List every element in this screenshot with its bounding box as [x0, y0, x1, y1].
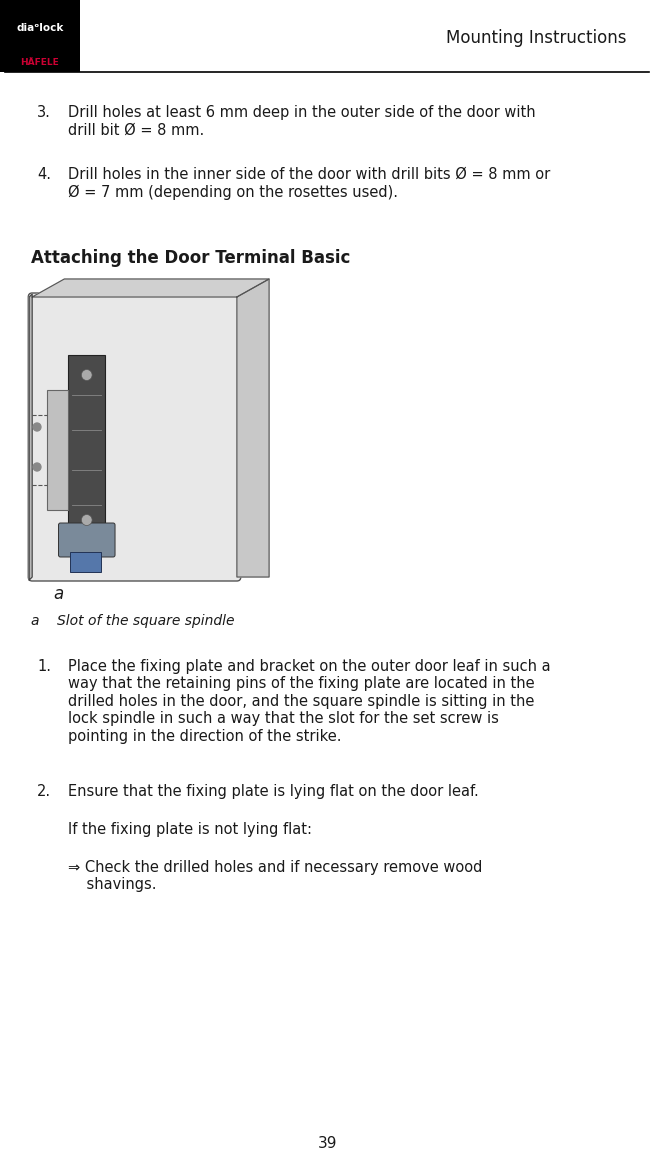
- Bar: [47, 390, 68, 511]
- Bar: [68, 355, 105, 540]
- FancyBboxPatch shape: [28, 293, 241, 582]
- Text: Mounting Instructions: Mounting Instructions: [446, 29, 627, 47]
- Circle shape: [81, 514, 92, 526]
- Circle shape: [81, 370, 92, 380]
- Circle shape: [33, 463, 41, 471]
- Text: HÄFELE: HÄFELE: [21, 57, 59, 66]
- Text: a: a: [54, 585, 64, 602]
- Circle shape: [33, 423, 41, 431]
- Text: ⇒ Check the drilled holes and if necessary remove wood
    shavings.: ⇒ Check the drilled holes and if necessa…: [68, 859, 482, 892]
- Text: If the fixing plate is not lying flat:: If the fixing plate is not lying flat:: [68, 822, 312, 837]
- Text: Drill holes in the inner side of the door with drill bits Ø = 8 mm or
Ø = 7 mm (: Drill holes in the inner side of the doo…: [68, 167, 550, 200]
- Bar: [0, 0, 80, 72]
- Text: Attaching the Door Terminal Basic: Attaching the Door Terminal Basic: [31, 249, 350, 267]
- Text: a    Slot of the square spindle: a Slot of the square spindle: [31, 614, 235, 628]
- Text: 39: 39: [317, 1135, 337, 1150]
- Polygon shape: [30, 294, 32, 580]
- Text: Place the fixing plate and bracket on the outer door leaf in such a
way that the: Place the fixing plate and bracket on th…: [68, 659, 551, 743]
- Text: 2.: 2.: [37, 784, 51, 799]
- Polygon shape: [32, 279, 269, 297]
- Bar: [70, 552, 101, 572]
- Polygon shape: [237, 279, 269, 577]
- Text: 1.: 1.: [37, 659, 51, 675]
- Text: diaᵒlock: diaᵒlock: [16, 23, 64, 33]
- Text: 3.: 3.: [37, 105, 51, 120]
- Text: 4.: 4.: [37, 167, 51, 181]
- Text: Ensure that the fixing plate is lying flat on the door leaf.: Ensure that the fixing plate is lying fl…: [68, 784, 479, 799]
- FancyBboxPatch shape: [58, 523, 115, 557]
- Text: Drill holes at least 6 mm deep in the outer side of the door with
drill bit Ø = : Drill holes at least 6 mm deep in the ou…: [68, 105, 536, 137]
